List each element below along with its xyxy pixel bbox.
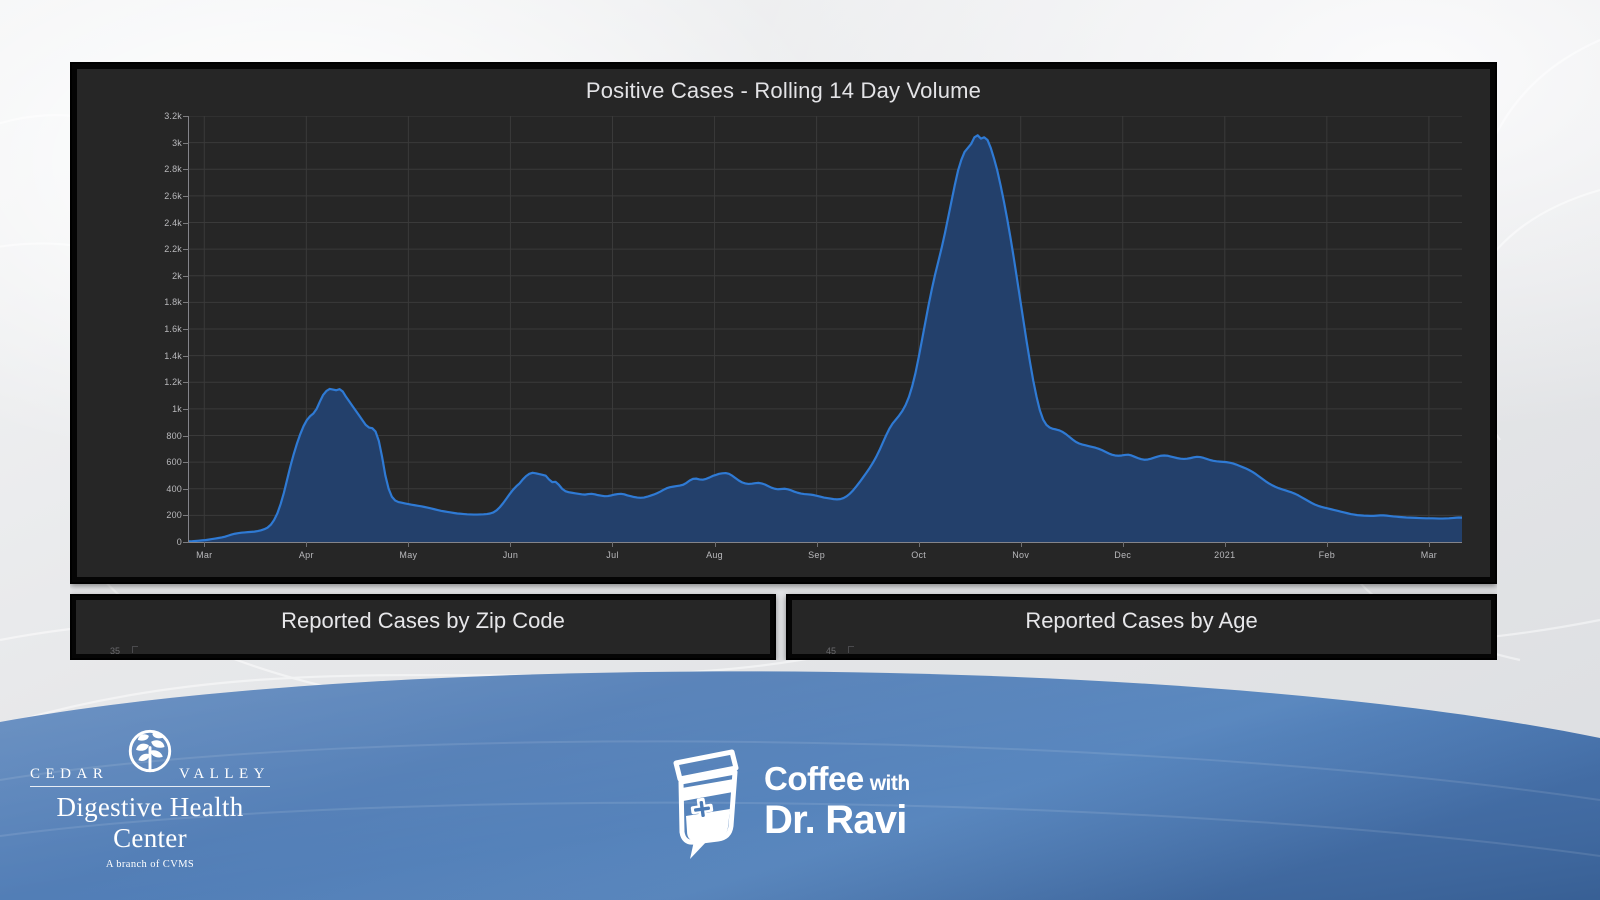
y-axis-tick-mark xyxy=(183,355,189,357)
x-axis-tick-label: Mar xyxy=(1420,550,1438,560)
coffee-with-dr-ravi-logo: Coffee with Dr. Ravi xyxy=(660,742,910,860)
y-axis-tick-label: 3k xyxy=(172,137,182,148)
x-axis-tick-mark xyxy=(1020,542,1022,547)
y-axis-tick-mark xyxy=(183,142,189,144)
area-chart-svg xyxy=(189,116,1462,542)
practice-tagline: A branch of CVMS xyxy=(105,859,195,870)
x-axis-tick-mark xyxy=(1122,542,1124,547)
brand-band xyxy=(0,671,1600,900)
y-axis-tick-mark xyxy=(183,249,189,251)
y-axis-tick-label: 1.6k xyxy=(164,324,182,334)
x-axis-tick-mark xyxy=(1326,542,1328,547)
tree-leaf-circle-icon xyxy=(128,729,172,773)
series-area-fill xyxy=(189,135,1462,542)
y-axis-tick-mark xyxy=(183,302,189,304)
x-axis-tick-mark xyxy=(612,542,614,547)
chart-plot-area[interactable]: 0 200 400 600 800 1k 1.2k 1.4k 1.6k 1.8k 2k 2.2k 2.4… xyxy=(164,111,1462,560)
age-panel-title: Reported Cases by Age xyxy=(1025,608,1258,633)
y-axis-tick-label: 1k xyxy=(172,403,182,414)
x-axis-tick-label: May xyxy=(399,550,418,560)
age-axis-max-label: 45 xyxy=(826,646,837,654)
x-axis-tick-mark xyxy=(510,542,512,547)
x-axis-tick-label: Sep xyxy=(808,550,826,560)
x-axis-tick-mark xyxy=(918,542,920,547)
chart-inner-surface: Positive Cases - Rolling 14 Day Volume 0… xyxy=(77,69,1490,577)
x-axis-tick-mark xyxy=(204,542,206,547)
y-axis-tick-label: 600 xyxy=(166,457,182,468)
x-axis-tick-label: Aug xyxy=(706,550,723,560)
y-axis-tick-label: 0 xyxy=(176,537,182,547)
positive-cases-chart-panel[interactable]: Positive Cases - Rolling 14 Day Volume 0… xyxy=(70,62,1497,584)
y-axis-tick-label: 2.4k xyxy=(164,217,182,228)
y-axis-tick-mark xyxy=(183,329,189,330)
wordmark-rule xyxy=(30,786,270,787)
x-axis-tick-label: Feb xyxy=(1318,550,1336,560)
x-axis-tick-label: Jun xyxy=(502,550,519,560)
coffee-line1: Coffee with xyxy=(764,762,910,795)
x-axis-tick-mark xyxy=(306,542,308,547)
coffee-logo-text: Coffee with Dr. Ravi xyxy=(764,762,910,840)
y-axis-tick-label: 2k xyxy=(172,270,182,281)
y-axis-tick-mark xyxy=(183,195,189,197)
y-axis-tick-mark xyxy=(183,408,189,410)
x-axis-tick-mark xyxy=(1428,542,1430,547)
coffee-line2: Dr. Ravi xyxy=(764,798,907,842)
coffee-cup-speech-bubble-icon xyxy=(673,749,739,859)
x-axis-tick-mark xyxy=(816,542,818,547)
y-axis-tick-label: 2.2k xyxy=(164,244,182,255)
reported-cases-by-age-panel[interactable]: Reported Cases by Age 45 xyxy=(786,594,1497,660)
reported-cases-by-zip-code-panel[interactable]: Reported Cases by Zip Code 35 xyxy=(70,594,776,660)
y-axis-tick-mark xyxy=(183,275,189,277)
y-axis-tick-label: 1.4k xyxy=(164,350,182,361)
y-axis-tick-mark xyxy=(183,515,189,517)
valley-word: VALLEY xyxy=(178,766,270,782)
zip-panel-surface: Reported Cases by Zip Code 35 xyxy=(76,600,770,654)
x-axis-tick-label: Nov xyxy=(1012,550,1030,560)
x-axis-tick-label: Mar xyxy=(196,550,213,560)
y-axis-tick-label: 2.8k xyxy=(164,164,182,175)
y-axis-tick-label: 3.2k xyxy=(164,111,182,121)
zip-axis-tick xyxy=(132,646,138,653)
x-axis-tick-mark xyxy=(1224,542,1226,547)
cedar-word: CEDAR xyxy=(30,766,109,782)
x-axis-tick-mark xyxy=(408,542,410,547)
y-axis-tick-mark xyxy=(183,169,189,171)
x-axis-line xyxy=(189,542,1462,543)
y-axis-tick-mark xyxy=(183,382,189,384)
cedar-valley-wordmark: CEDAR VALLEY xyxy=(30,728,270,783)
chart-title: Positive Cases - Rolling 14 Day Volume xyxy=(585,78,982,103)
y-axis-tick-mark xyxy=(183,488,189,490)
series-line xyxy=(189,135,1462,541)
y-axis-tick-mark xyxy=(183,462,189,464)
age-axis-tick xyxy=(848,646,854,653)
cedar-valley-logo: CEDAR VALLEY Digestive Health Center A b… xyxy=(30,728,270,870)
practice-name: Digestive Health Center xyxy=(56,792,244,853)
y-axis-tick-mark xyxy=(183,542,189,543)
x-axis-tick-label: Apr xyxy=(298,550,314,560)
with-word: with xyxy=(869,772,911,795)
y-axis-tick-label: 200 xyxy=(166,510,182,521)
y-axis-tick-label: 1.8k xyxy=(164,297,182,308)
y-axis-tick-label: 400 xyxy=(166,483,182,494)
x-axis-tick-label: Jul xyxy=(606,550,619,560)
x-axis-tick-label: Oct xyxy=(911,550,927,560)
x-axis-tick-label: Dec xyxy=(1114,550,1132,560)
x-axis-tick-mark xyxy=(714,542,716,547)
x-axis-tick-label: 2021 xyxy=(1214,550,1236,560)
y-axis-tick-mark xyxy=(183,222,189,224)
coffee-word: Coffee xyxy=(764,760,864,797)
zip-axis-max-label: 35 xyxy=(110,646,121,654)
y-axis-tick-label: 800 xyxy=(166,430,182,441)
zip-panel-title: Reported Cases by Zip Code xyxy=(281,608,565,633)
age-panel-surface: Reported Cases by Age 45 xyxy=(792,600,1491,654)
y-axis-tick-label: 2.6k xyxy=(164,190,182,201)
y-axis-tick-label: 1.2k xyxy=(164,377,182,388)
y-axis-tick-mark xyxy=(183,435,189,437)
dashboard-screenshot: Positive Cases - Rolling 14 Day Volume 0… xyxy=(70,62,1497,660)
y-axis-tick-mark xyxy=(183,116,189,117)
